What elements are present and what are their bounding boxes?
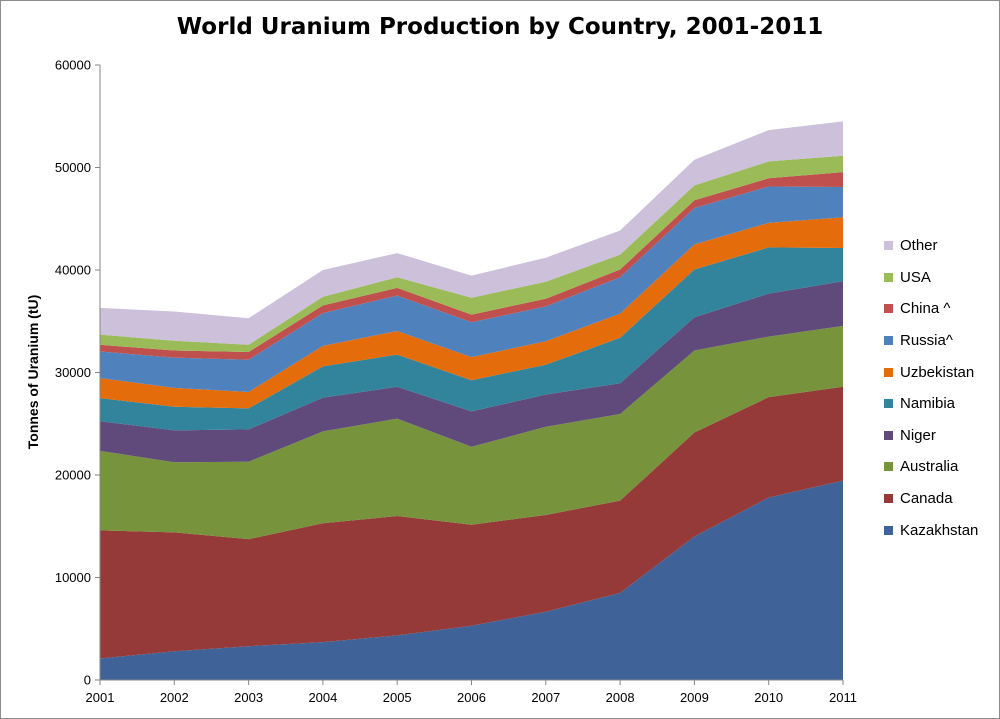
legend-item: Australia	[884, 451, 994, 483]
series-area-australia	[100, 325, 843, 540]
y-tick-label: 40000	[55, 263, 91, 278]
x-tick-label: 2005	[383, 690, 412, 705]
legend-swatch	[884, 336, 893, 346]
legend-item: USA	[884, 262, 994, 294]
chart-areas	[100, 121, 843, 680]
legend-label: Niger	[900, 426, 936, 444]
y-tick-label: 30000	[55, 365, 91, 380]
series-area-namibia	[100, 247, 843, 431]
x-tick-label: 2009	[680, 690, 709, 705]
chart-legend: Other USA China ^ Russia^ Uzbekistan Namibia N…	[884, 230, 994, 546]
series-area-canada	[100, 386, 843, 659]
chart-title: World Uranium Production by Country, 200…	[176, 14, 824, 40]
legend-label: Namibia	[900, 395, 956, 413]
legend-item: China ^	[884, 293, 994, 325]
x-tick-label: 2006	[457, 690, 486, 705]
series-area-usa	[100, 155, 843, 352]
chart-axes: 0 10000 20000 30000 40000 50000 60000 2001 2002 2…	[55, 58, 857, 706]
series-area-uzbekistan	[100, 217, 843, 409]
y-tick-label: 20000	[55, 468, 91, 483]
legend-swatch	[884, 462, 893, 472]
series-area-niger	[100, 281, 843, 463]
legend-item: Canada	[884, 483, 994, 515]
legend-swatch	[884, 367, 893, 377]
legend-label: Russia^	[900, 332, 953, 350]
x-tick-label: 2003	[234, 690, 263, 705]
series-area-china	[100, 172, 843, 360]
series-area-kazakhstan	[100, 480, 843, 680]
y-tick-label: 60000	[55, 58, 91, 73]
x-tick-label: 2010	[754, 690, 783, 705]
legend-label: China ^	[900, 300, 951, 318]
legend-swatch	[884, 494, 893, 504]
legend-label: Australia	[900, 458, 959, 476]
y-tick-label: 0	[84, 673, 91, 688]
legend-item: Namibia	[884, 388, 994, 420]
y-tick-label: 10000	[55, 570, 91, 585]
legend-swatch	[884, 525, 893, 535]
legend-item: Kazakhstan	[884, 514, 994, 546]
series-area-other	[100, 121, 843, 345]
legend-item: Niger	[884, 420, 994, 452]
y-axis-label: Tonnes of Uranium (tU)	[25, 295, 41, 450]
legend-label: USA	[900, 268, 931, 286]
y-tick-label: 50000	[55, 160, 91, 175]
legend-item: Russia^	[884, 325, 994, 357]
x-tick-label: 2002	[160, 690, 189, 705]
x-tick-label: 2001	[86, 690, 115, 705]
legend-item: Uzbekistan	[884, 356, 994, 388]
legend-swatch	[884, 399, 893, 409]
legend-swatch	[884, 272, 893, 282]
x-tick-label: 2004	[308, 690, 337, 705]
legend-label: Uzbekistan	[900, 363, 975, 381]
legend-swatch	[884, 430, 893, 440]
legend-swatch	[884, 304, 893, 314]
series-area-russia	[100, 186, 843, 392]
legend-swatch	[884, 241, 893, 251]
legend-item: Other	[884, 230, 994, 262]
x-tick-label: 2007	[531, 690, 560, 705]
x-tick-label: 2008	[606, 690, 635, 705]
legend-label: Kazakhstan	[900, 521, 979, 539]
x-tick-label: 2011	[829, 690, 857, 705]
legend-label: Canada	[900, 490, 953, 508]
legend-label: Other	[900, 237, 938, 255]
